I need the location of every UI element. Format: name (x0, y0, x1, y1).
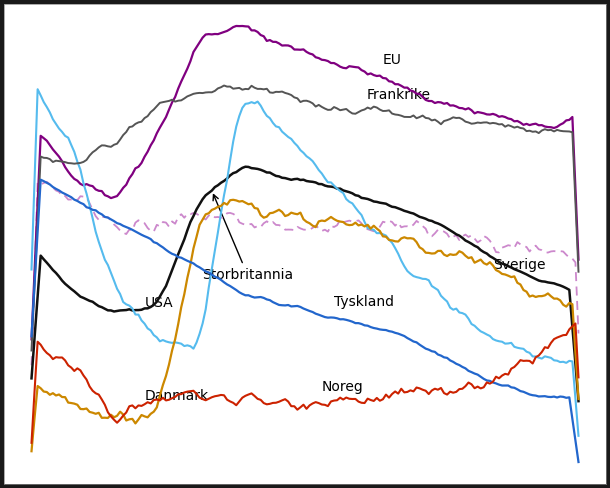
Text: Sverige: Sverige (493, 258, 545, 272)
Text: Noreg: Noreg (322, 380, 364, 393)
Text: USA: USA (145, 296, 173, 310)
Text: Danmark: Danmark (145, 389, 209, 403)
Text: Tyskland: Tyskland (334, 295, 394, 309)
Text: EU: EU (382, 53, 401, 67)
Text: Frankrike: Frankrike (367, 88, 431, 102)
Text: Storbritannia: Storbritannia (202, 195, 293, 282)
